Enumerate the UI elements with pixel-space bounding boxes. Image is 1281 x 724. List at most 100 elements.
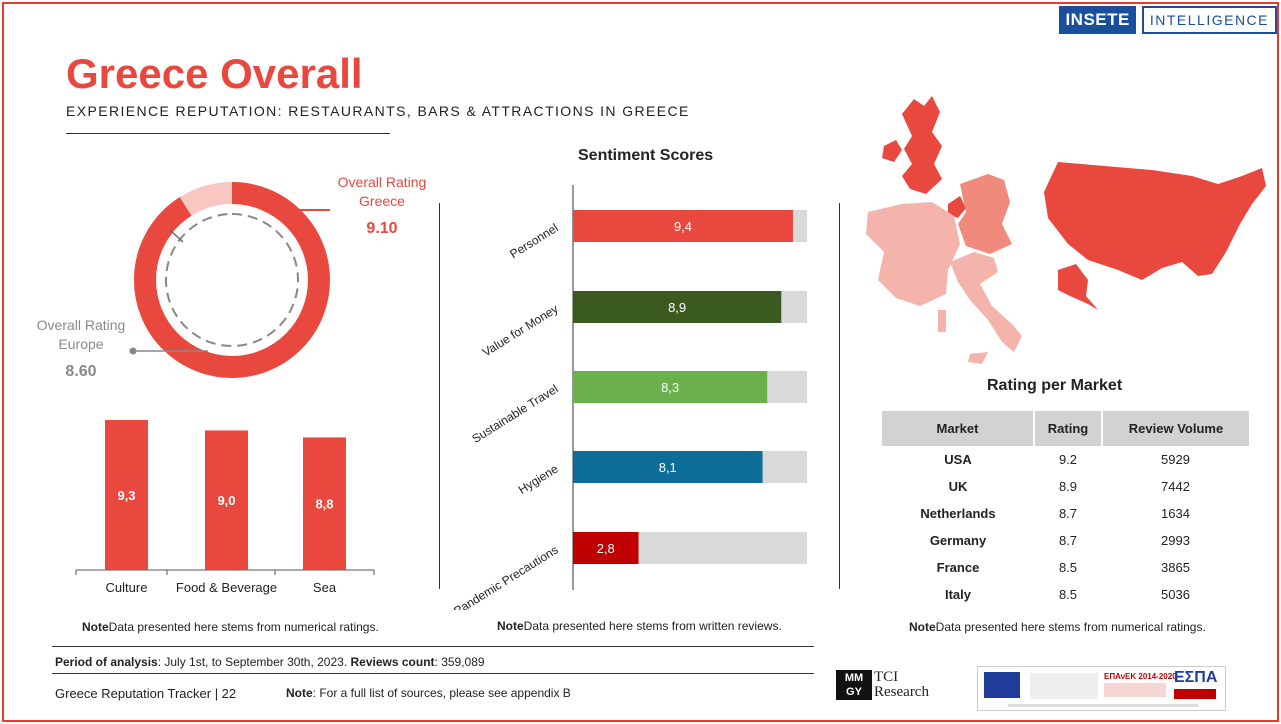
ministry-emblem — [1030, 673, 1098, 699]
sources-note-text: : For a full list of sources, please see… — [312, 686, 571, 700]
insete-intelligence-logo: INSETE INTELLIGENCE — [1059, 6, 1277, 34]
market-map — [866, 96, 1266, 364]
table-row: Italy 8.5 5036 — [882, 581, 1249, 608]
mmgy-line1: MM — [844, 672, 864, 684]
volume-cell: 3865 — [1161, 560, 1190, 575]
middle-note-text: Data presented here stems from written r… — [523, 619, 782, 633]
epanek-program-text — [1104, 683, 1166, 697]
donut-greece-ring — [134, 182, 330, 378]
market-cell: Germany — [929, 533, 987, 548]
volume-cell: 7442 — [1161, 479, 1190, 494]
market-cell: USA — [944, 452, 972, 467]
mmgy-logo: MM GY — [836, 670, 872, 700]
sentiment-bar-sustainable-travel — [573, 371, 768, 403]
sentiment-category-label: Sustainable Travel — [469, 382, 560, 446]
market-cell: UK — [948, 479, 968, 494]
europe-label-line1: Overall Rating — [36, 317, 126, 333]
espa-logo: ΕΣΠΑ — [1174, 669, 1218, 686]
sentiment-title: Sentiment Scores — [578, 147, 714, 164]
eu-flag-icon — [984, 672, 1020, 698]
overall-rating-donut — [134, 182, 330, 378]
table-row: USA 9.2 5929 — [882, 446, 1249, 473]
logo-intelligence: INTELLIGENCE — [1141, 6, 1277, 34]
epanek-label: ΕΠΑνΕΚ 2014-2020 — [1104, 672, 1177, 681]
reviews-label: Reviews count — [350, 655, 435, 669]
sentiment-bar-value-label: 2,8 — [597, 541, 615, 556]
left-note-text: Data presented here stems from numerical… — [108, 620, 379, 634]
market-cell: France — [936, 560, 980, 575]
donut-leader-lines — [129, 209, 330, 355]
period-label: Period of analysis — [55, 655, 158, 669]
right-note: NoteData presented here stems from numer… — [909, 620, 1206, 634]
separator-left — [439, 203, 440, 589]
europe-rating-label: Overall Rating Europe — [31, 316, 131, 354]
market-rating-table: Market Rating Review Volume USA 9.2 5929… — [882, 411, 1249, 608]
reviews-value: : 359,089 — [434, 655, 485, 669]
period-value: : July 1st, to September 30th, 2023. — [157, 655, 348, 669]
greece-rating-value: 9.10 — [366, 220, 398, 237]
subtitle-underline — [66, 133, 390, 134]
table-row: Netherlands 8.7 1634 — [882, 500, 1249, 527]
right-note-text: Data presented here stems from numerical… — [935, 620, 1206, 634]
market-cell: Italy — [944, 587, 971, 602]
sentiment-category-label: Pandemic Precautions — [451, 543, 560, 610]
header-market: Market — [882, 411, 1035, 446]
sentiment-bar-personnel — [573, 210, 793, 242]
sentiment-bar-value-label: 8,1 — [659, 460, 677, 475]
sentiment-category-label: Hygiene — [516, 462, 561, 497]
left-note: NoteData presented here stems from numer… — [82, 620, 379, 634]
page-subtitle: EXPERIENCE REPUTATION: RESTAURANTS, BARS… — [66, 103, 690, 119]
market-table-header: Market Rating Review Volume — [882, 411, 1249, 446]
sentiment-bar-value-for-money — [573, 291, 782, 323]
table-row: UK 8.9 7442 — [882, 473, 1249, 500]
table-row: France 8.5 3865 — [882, 554, 1249, 581]
sentiment-bar-pandemic-precautions — [573, 532, 639, 564]
rating-cell: 8.7 — [1058, 506, 1078, 521]
greece-label-line2: Greece — [359, 193, 405, 209]
europe-label-line2: Europe — [58, 336, 104, 352]
category-bar-value-label: 9,0 — [217, 493, 235, 508]
espa-footnote-line — [1008, 704, 1198, 707]
tci-research-logo: TCI Research — [874, 670, 929, 700]
category-axis-label: Culture — [106, 580, 148, 595]
espa-funding-banner: ΕΠΑνΕΚ 2014-2020 ΕΣΠΑ — [977, 666, 1226, 711]
header-review-volume: Review Volume — [1102, 411, 1249, 446]
sentiment-bar-value-label: 9,4 — [674, 219, 692, 234]
map-usa — [1044, 162, 1266, 280]
category-axis-label: Sea — [313, 580, 337, 595]
category-axis-label: Food & Beverage — [176, 580, 277, 595]
logo-insete: INSETE — [1059, 6, 1136, 34]
tracker-page-label: Greece Reputation Tracker | 22 — [55, 686, 237, 701]
greece-label-line1: Overall Rating — [337, 174, 427, 190]
sources-note-label: Note — [286, 686, 313, 700]
map-netherlands — [948, 196, 966, 218]
tci-line1: TCI — [874, 669, 899, 685]
market-cell: Netherlands — [920, 506, 996, 521]
rating-cell: 8.5 — [1058, 560, 1078, 575]
category-bar-sea — [303, 437, 346, 570]
right-note-label: Note — [909, 620, 936, 634]
category-bar-chart: 9,3 Culture 9,0 Food & Beverage 8,8 Sea — [75, 420, 375, 595]
volume-cell: 2993 — [1161, 533, 1190, 548]
europe-rating-value: 8.60 — [65, 363, 97, 380]
category-bar-value-label: 9,3 — [117, 488, 135, 503]
europe-leader-dot — [129, 347, 137, 355]
map-france — [866, 202, 960, 306]
sentiment-category-label: Personnel — [507, 221, 560, 262]
footer-rule-top — [52, 646, 814, 647]
sentiment-bar-chart: 9,4 Personnel 8,9 Value for Money 8,3 Sustain… — [451, 185, 807, 610]
middle-note: NoteData presented here stems from writt… — [497, 619, 782, 633]
sentiment-bar-hygiene — [573, 451, 763, 483]
sentiment-bar-value-label: 8,3 — [661, 380, 679, 395]
separator-right — [839, 203, 840, 589]
left-note-label: Note — [82, 620, 109, 634]
footer-rule-bottom — [52, 673, 814, 674]
sentiment-bar-value-label: 8,9 — [668, 300, 686, 315]
category-bar-food-beverage — [205, 430, 248, 570]
header-rating: Rating — [1034, 411, 1103, 446]
rating-cell: 9.2 — [1058, 452, 1078, 467]
mmgy-line2: GY — [846, 686, 862, 698]
map-uk — [902, 96, 942, 194]
donut-europe-ring — [165, 213, 299, 347]
